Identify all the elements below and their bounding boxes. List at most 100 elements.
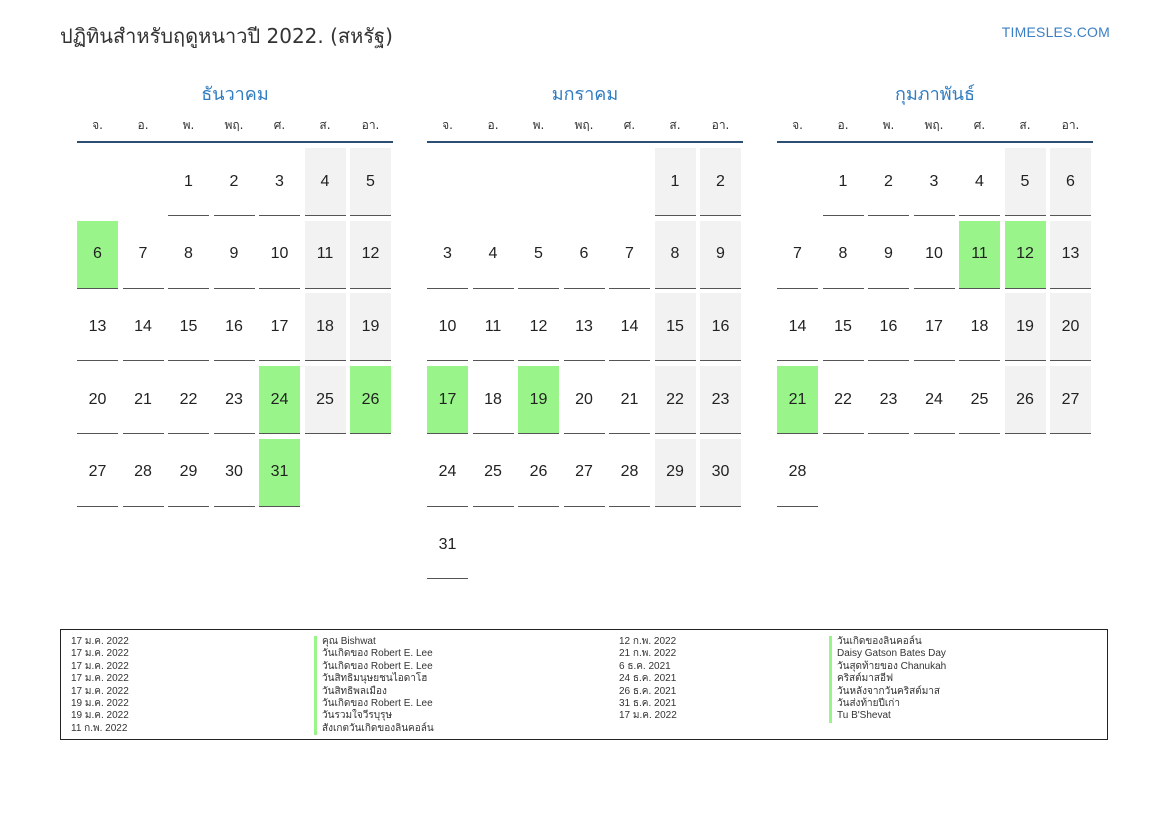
legend-date: 17 ม.ค. 2022 xyxy=(71,673,129,685)
holiday-day-cell[interactable]: 12 xyxy=(1004,220,1046,289)
day-cell[interactable]: 15 xyxy=(822,293,864,362)
holiday-day-cell[interactable]: 21 xyxy=(777,366,818,435)
weekday-label: พฤ. xyxy=(924,118,944,132)
day-cell[interactable]: 10 xyxy=(913,221,955,289)
day-cell[interactable]: 21 xyxy=(122,366,164,435)
day-cell[interactable]: 9 xyxy=(700,220,741,289)
legend-date: 12 ก.พ. 2022 xyxy=(619,636,677,647)
day-cell[interactable]: 23 xyxy=(213,366,255,435)
day-cell[interactable]: 8 xyxy=(822,221,864,289)
empty-cell xyxy=(609,148,650,216)
day-cell[interactable]: 14 xyxy=(122,293,164,362)
day-cell[interactable]: 7 xyxy=(777,221,818,289)
day-cell[interactable]: 25 xyxy=(472,439,514,507)
day-cell[interactable]: 7 xyxy=(609,221,650,289)
day-cell[interactable]: 22 xyxy=(168,366,209,435)
holiday-day-cell[interactable]: 17 xyxy=(427,366,468,435)
day-cell[interactable]: 22 xyxy=(654,366,696,435)
day-cell[interactable]: 28 xyxy=(122,439,164,507)
day-cell[interactable]: 1 xyxy=(822,148,864,216)
day-cell[interactable]: 11 xyxy=(304,220,346,289)
day-cell[interactable]: 3 xyxy=(913,148,955,216)
day-cell[interactable]: 20 xyxy=(563,366,605,435)
holiday-day-cell[interactable]: 19 xyxy=(518,366,559,435)
day-cell[interactable]: 18 xyxy=(959,293,1000,362)
legend-date: 24 ธ.ค. 2021 xyxy=(619,673,677,685)
day-cell[interactable]: 1 xyxy=(654,148,696,216)
day-cell[interactable]: 2 xyxy=(700,148,741,216)
day-cell[interactable]: 5 xyxy=(518,221,559,289)
holiday-day-cell[interactable]: 11 xyxy=(959,220,1000,289)
day-cell[interactable]: 3 xyxy=(427,221,468,289)
day-cell[interactable]: 13 xyxy=(1050,220,1091,289)
day-cell[interactable]: 26 xyxy=(1004,366,1046,435)
day-cell[interactable]: 28 xyxy=(609,439,650,507)
day-cell[interactable]: 18 xyxy=(472,366,514,435)
day-cell[interactable]: 2 xyxy=(213,148,255,216)
day-cell[interactable]: 27 xyxy=(563,439,605,507)
day-cell[interactable]: 13 xyxy=(563,293,605,362)
day-cell[interactable]: 16 xyxy=(213,293,255,362)
day-cell[interactable]: 25 xyxy=(959,366,1000,435)
day-cell[interactable]: 9 xyxy=(213,221,255,289)
page-title: ปฏิทินสำหรับฤดูหนาวปี 2022. (สหรัฐ) xyxy=(60,24,393,48)
day-cell[interactable]: 14 xyxy=(609,293,650,362)
day-cell[interactable]: 8 xyxy=(654,220,696,289)
day-cell[interactable]: 12 xyxy=(518,293,559,362)
day-cell[interactable]: 14 xyxy=(777,293,818,362)
day-cell[interactable]: 3 xyxy=(259,148,300,216)
legend-holiday-name: Tu B'Shevat xyxy=(829,710,946,723)
day-cell[interactable]: 7 xyxy=(122,221,164,289)
holiday-day-cell[interactable]: 24 xyxy=(259,366,300,435)
day-cell[interactable]: 5 xyxy=(350,148,391,216)
day-cell[interactable]: 16 xyxy=(868,293,909,362)
weekday-label: พ. xyxy=(532,118,545,132)
holiday-day-cell[interactable]: 31 xyxy=(259,438,300,507)
day-cell[interactable]: 24 xyxy=(427,439,468,507)
day-cell[interactable]: 4 xyxy=(959,148,1000,216)
day-cell[interactable]: 20 xyxy=(77,366,118,435)
day-cell[interactable]: 1 xyxy=(168,148,209,216)
day-cell[interactable]: 15 xyxy=(654,293,696,362)
day-cell[interactable]: 30 xyxy=(700,438,741,507)
day-cell[interactable]: 19 xyxy=(350,293,391,362)
day-cell[interactable]: 28 xyxy=(777,439,818,507)
day-cell[interactable]: 17 xyxy=(259,293,300,362)
day-cell[interactable]: 8 xyxy=(168,221,209,289)
day-cell[interactable]: 15 xyxy=(168,293,209,362)
day-cell[interactable]: 24 xyxy=(913,366,955,435)
day-cell[interactable]: 27 xyxy=(1050,366,1091,435)
day-cell[interactable]: 18 xyxy=(304,293,346,362)
day-cell[interactable]: 10 xyxy=(427,293,468,362)
day-cell[interactable]: 17 xyxy=(913,293,955,362)
day-cell[interactable]: 16 xyxy=(700,293,741,362)
holiday-day-cell[interactable]: 26 xyxy=(350,366,391,435)
day-cell[interactable]: 4 xyxy=(472,221,514,289)
brand-link[interactable]: TIMESLES.COM xyxy=(1001,24,1110,40)
day-cell[interactable]: 29 xyxy=(168,439,209,507)
day-cell[interactable]: 22 xyxy=(822,366,864,435)
day-cell[interactable]: 26 xyxy=(518,439,559,507)
day-cell[interactable]: 6 xyxy=(563,221,605,289)
day-cell[interactable]: 13 xyxy=(77,293,118,362)
holiday-day-cell[interactable]: 6 xyxy=(77,220,118,289)
day-cell[interactable]: 23 xyxy=(868,366,909,435)
legend-holiday-name: วันเกิดของลินคอล์น xyxy=(829,636,946,649)
day-cell[interactable]: 29 xyxy=(654,438,696,507)
day-cell[interactable]: 25 xyxy=(304,366,346,435)
day-cell[interactable]: 6 xyxy=(1050,148,1091,216)
day-cell[interactable]: 9 xyxy=(868,221,909,289)
day-cell[interactable]: 30 xyxy=(213,439,255,507)
day-cell[interactable]: 4 xyxy=(304,148,346,216)
day-cell[interactable]: 31 xyxy=(427,511,468,580)
day-cell[interactable]: 21 xyxy=(609,366,650,435)
day-cell[interactable]: 20 xyxy=(1050,293,1091,362)
day-cell[interactable]: 23 xyxy=(700,366,741,435)
day-cell[interactable]: 11 xyxy=(472,293,514,362)
day-cell[interactable]: 10 xyxy=(259,221,300,289)
day-cell[interactable]: 2 xyxy=(868,148,909,216)
day-cell[interactable]: 27 xyxy=(77,439,118,507)
day-cell[interactable]: 5 xyxy=(1004,148,1046,216)
day-cell[interactable]: 19 xyxy=(1004,293,1046,362)
day-cell[interactable]: 12 xyxy=(350,220,391,289)
